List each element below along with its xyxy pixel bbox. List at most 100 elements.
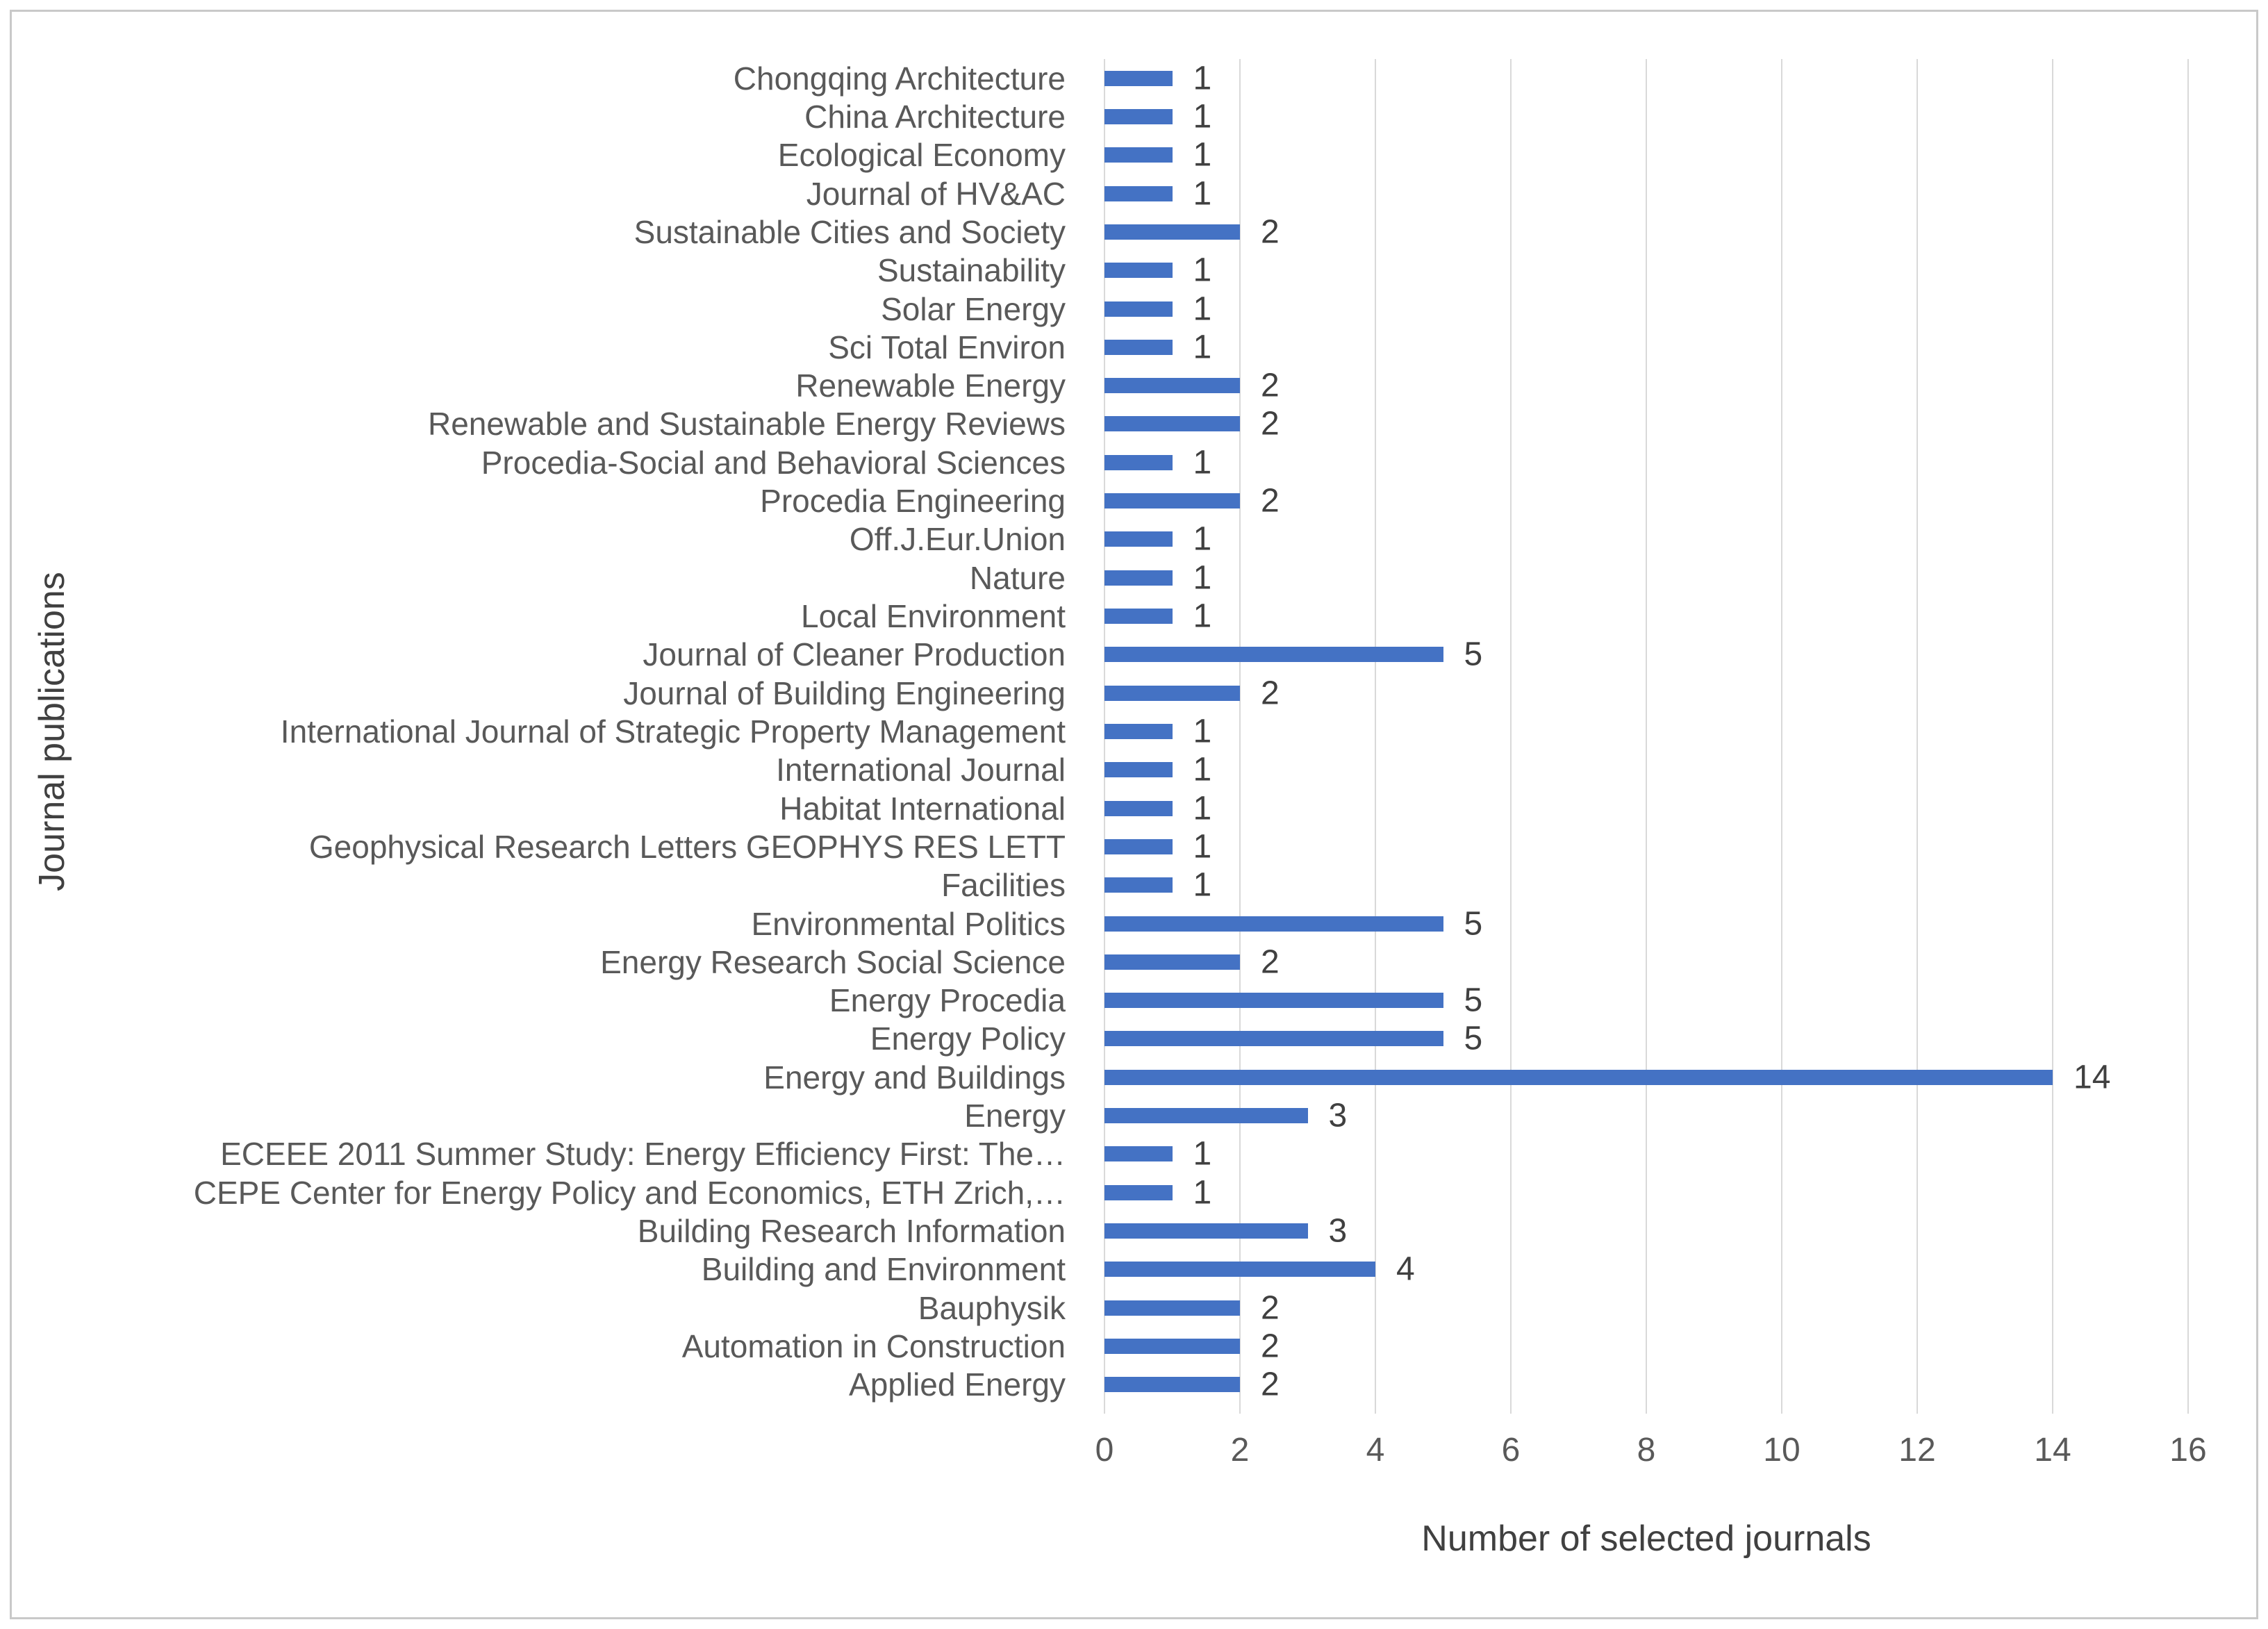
category-label: Local Environment xyxy=(801,598,1066,635)
category-label: Sustainability xyxy=(877,252,1066,289)
x-tick-label: 14 xyxy=(2034,1432,2071,1469)
category-label: Solar Energy xyxy=(881,290,1066,327)
bar xyxy=(1104,301,1173,317)
bar xyxy=(1104,531,1173,547)
bar-row: 2 xyxy=(1104,367,2188,405)
data-label: 2 xyxy=(1261,213,1280,251)
category-label: Sci Total Environ xyxy=(828,329,1066,365)
data-label: 1 xyxy=(1193,251,1212,289)
data-label: 5 xyxy=(1464,905,1483,943)
bar-row: 1 xyxy=(1104,827,2188,866)
bar xyxy=(1104,1108,1308,1124)
x-tick-label: 8 xyxy=(1637,1432,1656,1469)
data-label: 2 xyxy=(1261,943,1280,981)
bar-row: 1 xyxy=(1104,712,2188,750)
bar xyxy=(1104,378,1240,394)
category-label: Journal of HV&AC xyxy=(806,175,1066,212)
bar-row: 1 xyxy=(1104,559,2188,597)
gridline-x-4 xyxy=(1375,59,1376,1414)
bar-row: 4 xyxy=(1104,1250,2188,1289)
data-label: 1 xyxy=(1193,98,1212,135)
bar-row: 2 xyxy=(1104,481,2188,520)
bar xyxy=(1104,723,1173,739)
bar xyxy=(1104,1223,1308,1239)
category-label: International Journal of Strategic Prope… xyxy=(280,713,1066,750)
bar xyxy=(1104,1069,2053,1085)
data-label: 4 xyxy=(1396,1250,1415,1288)
bar xyxy=(1104,1262,1375,1277)
x-tick-label: 0 xyxy=(1095,1432,1114,1469)
data-label: 14 xyxy=(2074,1059,2111,1096)
category-label: Procedia Engineering xyxy=(760,483,1066,520)
category-label: Nature xyxy=(969,559,1066,596)
bar xyxy=(1104,877,1173,893)
bar-row: 3 xyxy=(1104,1212,2188,1250)
category-label: ECEEE 2011 Summer Study: Energy Efficien… xyxy=(220,1136,1066,1173)
plot-area: 1 1 1 1 2 1 1 1 2 2 1 2 1 1 1 5 2 1 1 1 1 1 5 2 5 5 14 3 1 1 3 4 2 2 2 xyxy=(1104,59,2189,1414)
gridline-x-8 xyxy=(1646,59,1647,1414)
bar-row: 1 xyxy=(1104,520,2188,559)
category-label: Renewable and Sustainable Energy Reviews xyxy=(427,406,1066,443)
category-label: Building and Environment xyxy=(701,1251,1066,1288)
bar xyxy=(1104,454,1173,470)
bar-row: 1 xyxy=(1104,751,2188,789)
bar xyxy=(1104,609,1173,625)
bar-row: 2 xyxy=(1104,943,2188,981)
category-label: Renewable Energy xyxy=(795,367,1066,404)
gridline-x-10 xyxy=(1781,59,1782,1414)
bar xyxy=(1104,838,1173,854)
bar-row: 1 xyxy=(1104,443,2188,481)
category-label: Sustainable Cities and Society xyxy=(634,213,1066,250)
category-label: Ecological Economy xyxy=(777,137,1066,174)
category-label: Automation in Construction xyxy=(681,1328,1066,1364)
data-label: 1 xyxy=(1193,751,1212,788)
data-label: 1 xyxy=(1193,866,1212,904)
bar-row: 2 xyxy=(1104,213,2188,251)
data-label: 1 xyxy=(1193,597,1212,635)
bar-row: 2 xyxy=(1104,1289,2188,1327)
bar xyxy=(1104,647,1443,663)
bar xyxy=(1104,916,1443,932)
x-tick-label: 10 xyxy=(1763,1432,1801,1469)
data-label: 2 xyxy=(1261,1366,1280,1403)
category-label: Facilities xyxy=(941,867,1066,904)
category-label: China Architecture xyxy=(804,98,1066,135)
bar-row: 3 xyxy=(1104,1096,2188,1134)
bar-row: 1 xyxy=(1104,789,2188,827)
data-label: 2 xyxy=(1261,675,1280,712)
gridline-x-2 xyxy=(1239,59,1241,1414)
category-label: Journal of Building Engineering xyxy=(623,675,1066,711)
bar xyxy=(1104,70,1173,86)
data-label: 5 xyxy=(1464,1020,1483,1057)
data-label: 2 xyxy=(1261,1289,1280,1327)
category-label: International Journal xyxy=(776,752,1066,788)
data-label: 2 xyxy=(1261,482,1280,520)
bar xyxy=(1104,800,1173,816)
bar-row: 1 xyxy=(1104,597,2188,635)
bar xyxy=(1104,108,1173,124)
bars: 1 1 1 1 2 1 1 1 2 2 1 2 1 1 1 5 2 1 1 1 1 1 5 2 5 5 14 3 1 1 3 4 2 2 2 xyxy=(1104,59,2188,1404)
category-label: Off.J.Eur.Union xyxy=(849,521,1066,558)
gridline-x-16 xyxy=(2187,59,2189,1414)
bar-row: 2 xyxy=(1104,674,2188,712)
data-label: 2 xyxy=(1261,405,1280,443)
category-label: Energy xyxy=(964,1098,1066,1134)
bar-row: 5 xyxy=(1104,1020,2188,1058)
data-label: 1 xyxy=(1193,559,1212,597)
data-label: 1 xyxy=(1193,520,1212,558)
data-label: 1 xyxy=(1193,329,1212,366)
category-label: Energy Research Social Science xyxy=(600,943,1066,980)
data-label: 1 xyxy=(1193,136,1212,174)
bar-row: 14 xyxy=(1104,1058,2188,1096)
gridline-x-12 xyxy=(1917,59,1918,1414)
x-tick-label: 2 xyxy=(1230,1432,1250,1469)
bar-row: 5 xyxy=(1104,904,2188,943)
bar xyxy=(1104,339,1173,355)
bar-row: 1 xyxy=(1104,59,2188,97)
bar-row: 1 xyxy=(1104,1135,2188,1173)
category-label: CEPE Center for Energy Policy and Econom… xyxy=(193,1174,1066,1211)
bar xyxy=(1104,147,1173,163)
bar xyxy=(1104,1338,1240,1354)
